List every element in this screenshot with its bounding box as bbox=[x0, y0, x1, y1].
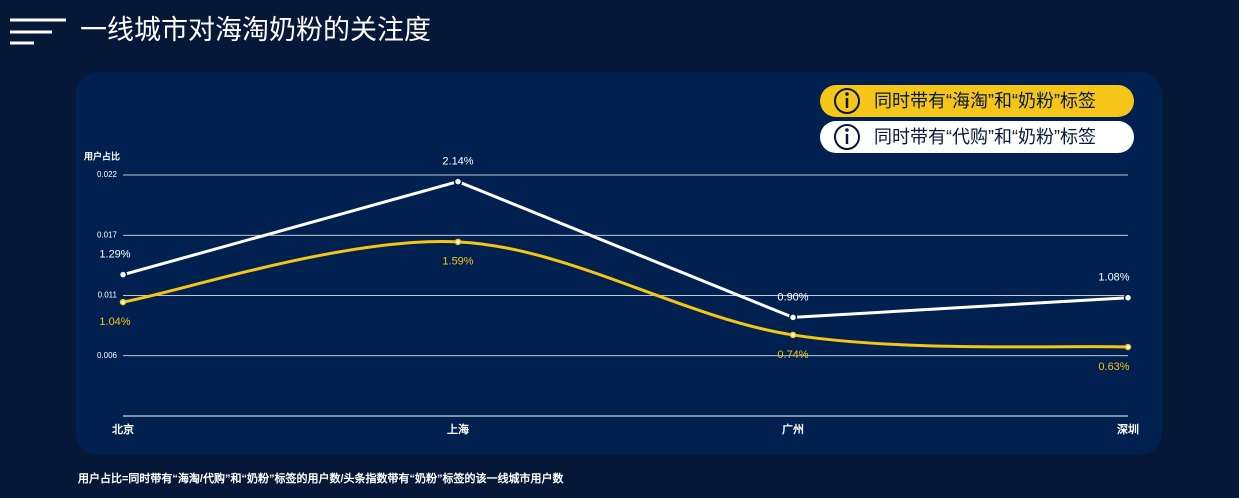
legend-item: 同时带有“海淘”和“奶粉”标签 bbox=[820, 85, 1134, 117]
x-tick-label: 北京 bbox=[112, 422, 134, 436]
y-tick-label: 0.011 bbox=[98, 291, 118, 300]
menu-icon bbox=[10, 18, 66, 45]
y-axis-label: 用户占比 bbox=[83, 150, 120, 161]
point bbox=[119, 298, 127, 306]
data-label: 2.14% bbox=[442, 155, 473, 167]
y-tick-label: 0.006 bbox=[97, 351, 118, 360]
data-label: 1.04% bbox=[99, 316, 130, 328]
legend-pill bbox=[820, 121, 1134, 153]
legend-icon-dot bbox=[845, 92, 849, 96]
x-tick-label: 上海 bbox=[447, 422, 469, 436]
panel bbox=[76, 72, 1162, 455]
data-label: 1.29% bbox=[99, 249, 130, 261]
point bbox=[789, 331, 797, 339]
x-tick-label: 广州 bbox=[782, 422, 804, 436]
legend-icon bbox=[834, 88, 860, 114]
chart-title: 一线城市对海淘奶粉的关注度 bbox=[80, 15, 431, 45]
point bbox=[788, 313, 798, 322]
legend-icon bbox=[834, 124, 860, 150]
data-label: 1.59% bbox=[442, 256, 473, 268]
series-line bbox=[122, 179, 1129, 319]
legend-icon-dot bbox=[845, 128, 849, 132]
data-label: 1.08% bbox=[1098, 272, 1129, 284]
y-tick-label: 0.017 bbox=[97, 230, 118, 239]
legend-label: 同时带有“代购”和“奶粉”标签 bbox=[874, 127, 1096, 147]
legend-label: 同时带有“海淘”和“奶粉”标签 bbox=[874, 91, 1096, 111]
footnote: 用户占比=同时带有“海淘/代购”和“奶粉”标签的用户数/头条指数带有“奶粉”标签… bbox=[78, 471, 565, 485]
legend-pill bbox=[820, 85, 1134, 117]
x-tick-label: 深圳 bbox=[1117, 422, 1139, 436]
point bbox=[453, 177, 463, 186]
point bbox=[1123, 293, 1133, 302]
series-line bbox=[122, 239, 1129, 349]
point bbox=[118, 270, 128, 279]
point bbox=[454, 238, 462, 246]
point bbox=[1124, 343, 1132, 351]
data-label: 0.74% bbox=[777, 349, 808, 361]
data-label: 0.90% bbox=[777, 291, 808, 303]
y-tick-label: 0.022 bbox=[97, 170, 118, 179]
legend-item: 同时带有“代购”和“奶粉”标签 bbox=[820, 121, 1134, 153]
data-label: 0.63% bbox=[1098, 361, 1129, 373]
